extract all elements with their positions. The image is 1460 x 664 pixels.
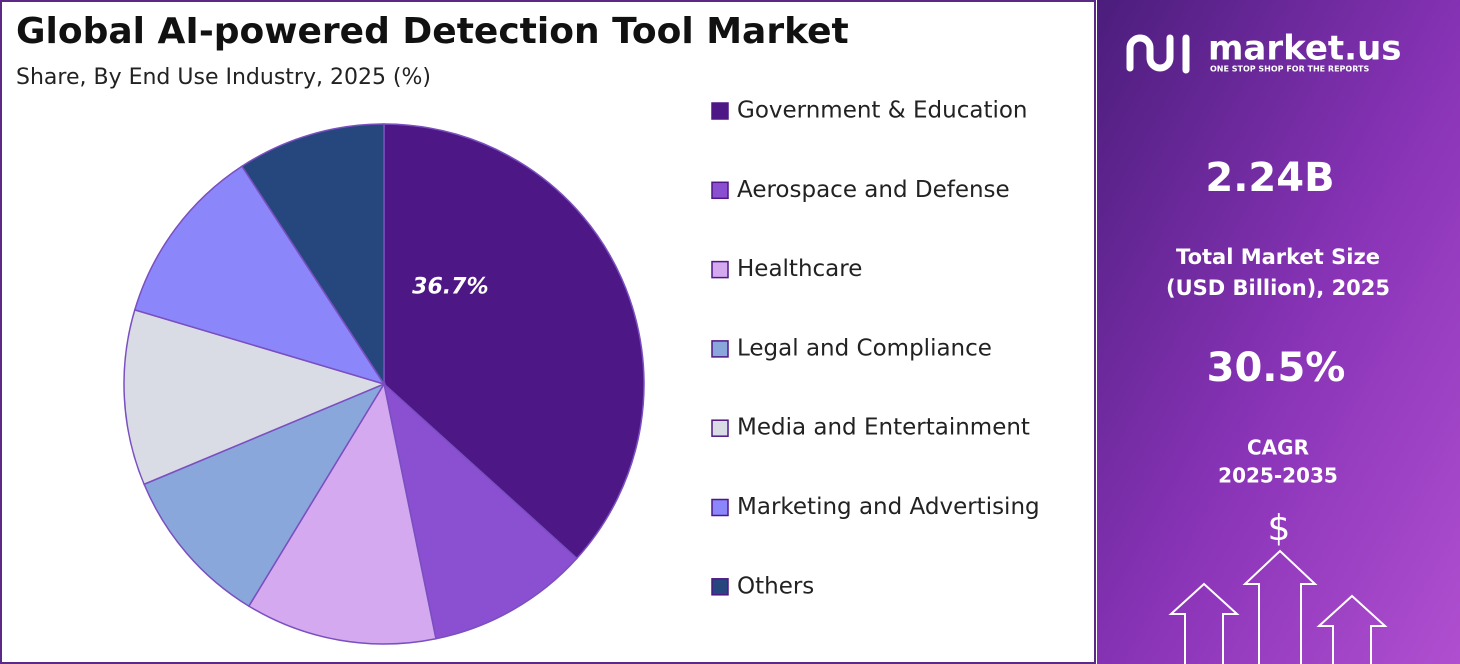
chart-title: Global AI-powered Detection Tool Market <box>16 11 849 52</box>
legend-label: Others <box>737 573 814 599</box>
pie-slice <box>143 382 386 608</box>
side-panel <box>1097 0 1460 664</box>
legend-label: Aerospace and Defense <box>737 177 1010 203</box>
legend-label: Healthcare <box>737 256 862 282</box>
legend-label: Marketing and Advertising <box>737 494 1040 520</box>
pie-slice <box>133 165 386 386</box>
market-size-label: Total Market Size <box>1176 245 1380 269</box>
pie-slice <box>382 381 578 640</box>
pie-slice <box>383 123 645 560</box>
pie-slice <box>247 381 437 645</box>
cagr-label: 2025-2035 <box>1218 464 1338 488</box>
chart-subtitle: Share, By End Use Industry, 2025 (%) <box>16 65 431 90</box>
arrows-icon <box>1168 549 1388 664</box>
logo <box>1126 34 1190 74</box>
brand: market.us <box>1208 29 1402 69</box>
legend-swatch <box>711 260 729 279</box>
legend-label: Government & Education <box>737 98 1028 124</box>
legend-label: Legal and Compliance <box>737 335 992 361</box>
tagline: ONE STOP SHOP FOR THE REPORTS <box>1210 65 1369 74</box>
legend-swatch <box>711 340 729 358</box>
pie-slice <box>123 308 387 486</box>
data-label: 36.7% <box>412 275 488 300</box>
market-size-label: (USD Billion), 2025 <box>1166 276 1390 300</box>
legend-swatch <box>711 419 729 437</box>
market-size: 2.24B <box>1205 155 1334 201</box>
legend-swatch <box>711 498 729 517</box>
cagr-label: CAGR <box>1247 436 1309 460</box>
legend-label: Media and Entertainment <box>737 415 1030 441</box>
cagr: 30.5% <box>1207 345 1346 391</box>
legend-swatch <box>711 181 729 200</box>
legend-swatch <box>711 578 729 596</box>
dollar-icon: $ <box>1268 508 1291 549</box>
legend-swatch <box>711 102 729 120</box>
pie-slice <box>240 123 385 387</box>
